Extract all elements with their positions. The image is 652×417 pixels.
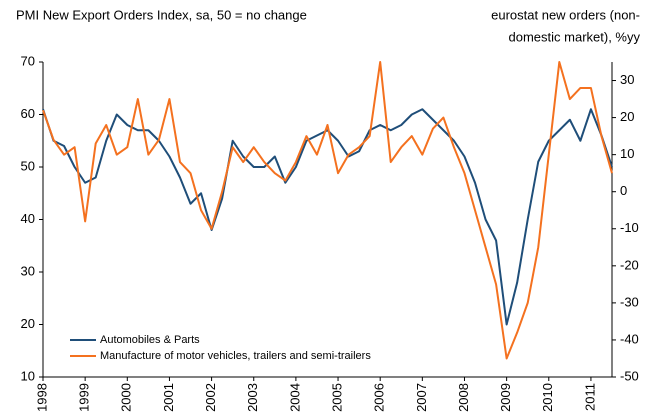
x-tick-label: 2010 (540, 383, 555, 412)
y-tick-label: 10 (21, 368, 35, 383)
y-tick-label: 60 (21, 106, 35, 121)
legend-label: Automobiles & Parts (100, 334, 200, 346)
x-tick-label: 2002 (203, 383, 218, 412)
x-tick-label: 2007 (414, 383, 429, 412)
x-tick-label: 2009 (498, 383, 513, 412)
y-tick-label: 20 (21, 316, 35, 331)
y2-tick-label: -10 (620, 220, 639, 235)
x-tick-label: 2005 (329, 383, 344, 412)
y-tick-label: 30 (21, 263, 35, 278)
y-tick-label: 50 (21, 158, 35, 173)
y2-tick-label: 0 (620, 183, 627, 198)
y2-tick-label: -50 (620, 368, 639, 383)
x-tick-label: 2001 (161, 383, 176, 412)
series-line (42, 108, 613, 326)
y2-tick-label: -40 (620, 331, 639, 346)
series-line (42, 61, 613, 360)
x-tick-label: 1998 (34, 383, 49, 412)
x-tick-label: 2004 (287, 383, 302, 412)
y2-tick-label: -30 (620, 294, 639, 309)
y2-tick-label: -20 (620, 257, 639, 272)
x-tick-label: 1999 (77, 383, 92, 412)
y2-tick-label: 20 (620, 109, 634, 124)
y2-tick-label: 10 (620, 146, 634, 161)
y2-title: domestic market), %yy (509, 29, 641, 44)
legend-label: Manufacture of motor vehicles, trailers … (100, 350, 371, 362)
y2-tick-label: 30 (620, 72, 634, 87)
y-tick-label: 40 (21, 211, 35, 226)
y2-title: eurostat new orders (non- (491, 7, 640, 22)
x-tick-label: 2000 (119, 383, 134, 412)
chart-title: PMI New Export Orders Index, sa, 50 = no… (16, 7, 307, 22)
y-tick-label: 70 (21, 53, 35, 68)
x-tick-label: 2008 (456, 383, 471, 412)
x-tick-label: 2011 (582, 383, 597, 411)
x-tick-label: 2003 (245, 383, 260, 412)
x-tick-label: 2006 (372, 383, 387, 412)
